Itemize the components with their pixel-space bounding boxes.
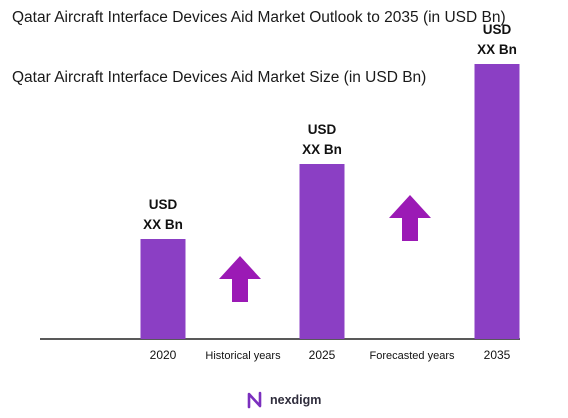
period-label: Forecasted years <box>370 350 455 362</box>
bar-2035 <box>474 64 520 339</box>
up-arrow-icon <box>389 195 431 241</box>
bar-2020 <box>140 239 186 339</box>
logo-text: nexdigm <box>270 393 322 407</box>
bar-value-label-line2: XX Bn <box>302 142 342 157</box>
nexdigm-logo-icon <box>247 391 262 409</box>
bar-value-label-line1: USD <box>483 22 512 37</box>
bar-value-label-line1: USD <box>149 197 178 212</box>
chart-title: Qatar Aircraft Interface Devices Aid Mar… <box>12 9 506 26</box>
x-tick-label: 2025 <box>309 348 336 362</box>
bar-value-label-line2: XX Bn <box>477 42 517 57</box>
period-label: Historical years <box>205 350 281 362</box>
x-tick-label: 2020 <box>150 348 177 362</box>
up-arrow-icon <box>219 256 261 302</box>
chart-subtitle: Qatar Aircraft Interface Devices Aid Mar… <box>12 69 427 86</box>
x-tick-label: 2035 <box>484 348 511 362</box>
nexdigm-logo: nexdigm <box>246 389 321 411</box>
bar-value-label-line2: XX Bn <box>143 217 183 232</box>
bar-2025 <box>299 164 345 339</box>
bar-value-label-line1: USD <box>308 122 337 137</box>
